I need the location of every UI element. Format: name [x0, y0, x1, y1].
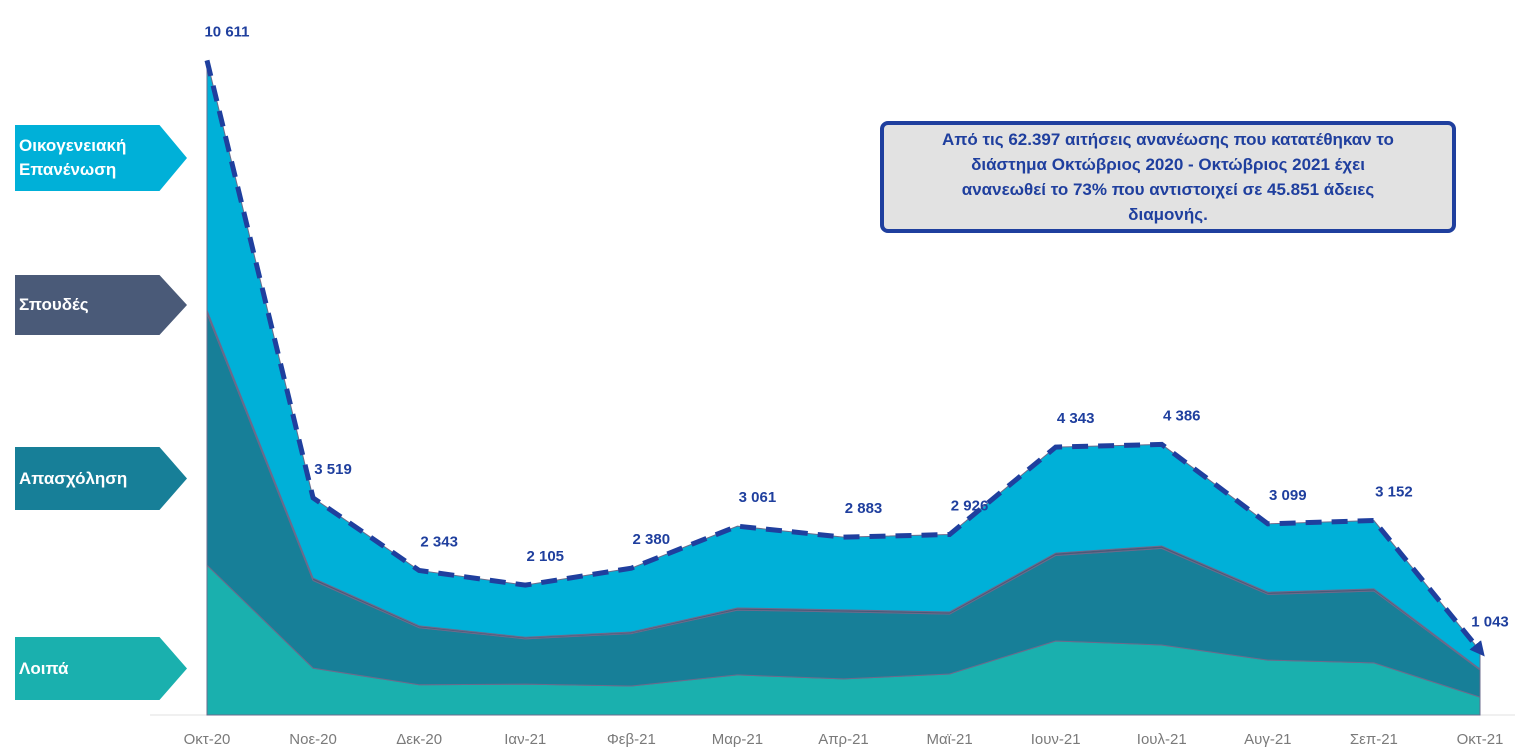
- x-tick-label: Φεβ-21: [607, 731, 656, 748]
- data-label: 4 343: [1057, 410, 1095, 427]
- data-label: 3 099: [1269, 487, 1307, 504]
- legend-label: Απασχόληση: [19, 468, 128, 488]
- annotation-line: ανανεωθεί το 73% που αντιστοιχεί σε 45.8…: [961, 180, 1375, 199]
- data-label: 3 519: [314, 461, 352, 478]
- x-tick-label: Οκτ-20: [184, 731, 231, 748]
- area: [206, 60, 1481, 671]
- annotation-line: διάστημα Οκτώβριος 2020 - Οκτώβριος 2021…: [971, 155, 1365, 174]
- legend-label: Λοιπά: [19, 658, 69, 678]
- x-tick-label: Μαϊ-21: [926, 731, 972, 748]
- x-tick-label: Ιαν-21: [504, 731, 546, 748]
- data-label: 4 386: [1163, 407, 1201, 424]
- x-tick-label: Νοε-20: [289, 731, 337, 748]
- data-label: 3 152: [1375, 484, 1413, 501]
- x-tick-label: Αυγ-21: [1244, 731, 1291, 748]
- legend-item: Οικογενειακή Επανένωση: [15, 125, 187, 191]
- data-label: 2 380: [633, 531, 671, 548]
- total-line: [204, 59, 1485, 657]
- legend-item: Σπουδές: [15, 275, 187, 335]
- legend-item: Λοιπά: [15, 637, 187, 700]
- data-label: 3 061: [739, 489, 777, 506]
- annotation-line: Από τις 62.397 αιτήσεις ανανέωσης που κα…: [942, 130, 1394, 149]
- x-tick-label: Μαρ-21: [712, 731, 763, 748]
- area: [206, 313, 1481, 698]
- x-tick-label: Σεπ-21: [1350, 731, 1398, 748]
- data-label: 2 343: [420, 533, 458, 550]
- data-label: 2 926: [951, 497, 989, 514]
- data-label: 1 043: [1471, 614, 1509, 631]
- x-tick-label: Οκτ-21: [1457, 731, 1504, 748]
- x-tick-label: Απρ-21: [818, 731, 869, 748]
- x-tick-label: Δεκ-20: [396, 731, 442, 748]
- data-label: 2 105: [526, 548, 564, 565]
- x-tick-label: Ιουλ-21: [1137, 731, 1187, 748]
- legend-item: Απασχόληση: [15, 447, 187, 510]
- legend-label: Οικογενειακή Επανένωση: [19, 136, 127, 179]
- legend-label: Σπουδές: [19, 295, 89, 314]
- annotation-box: Από τις 62.397 αιτήσεις ανανέωσης που κα…: [880, 121, 1456, 233]
- data-label: 2 883: [845, 500, 883, 517]
- x-tick-label: Ιουν-21: [1031, 731, 1081, 748]
- annotation-line: διαμονής.: [1128, 205, 1208, 224]
- data-label: 10 611: [204, 23, 249, 40]
